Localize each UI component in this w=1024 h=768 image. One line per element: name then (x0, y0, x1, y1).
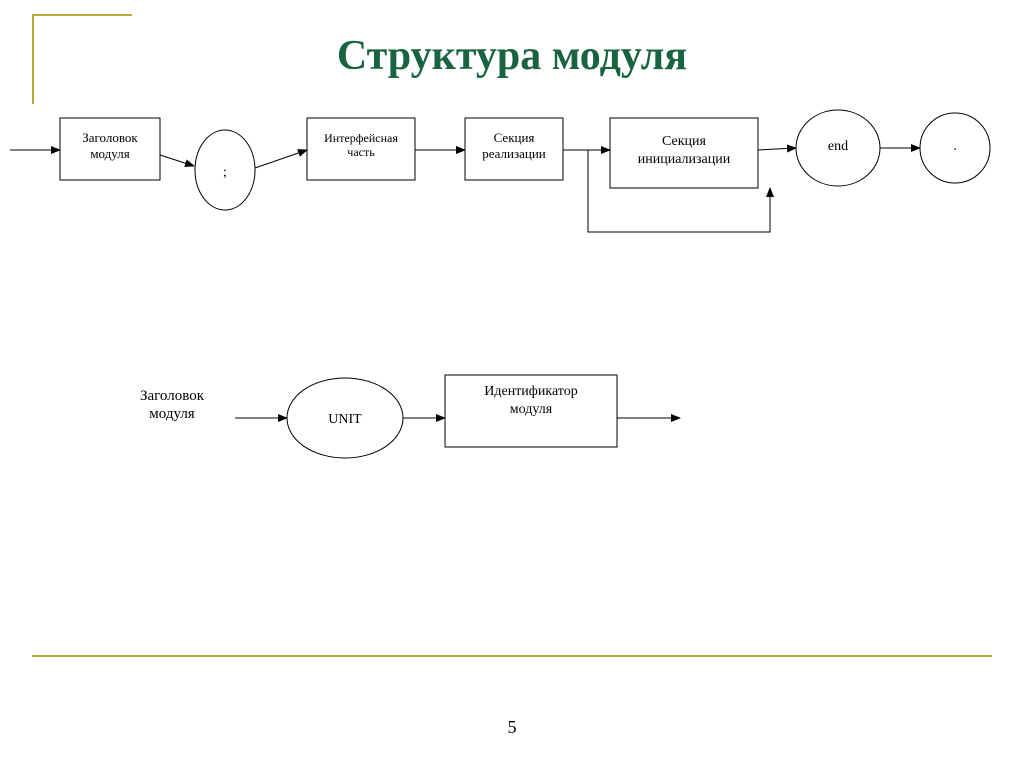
edge-n5-n6 (758, 148, 796, 150)
label-header-line1: Заголовок (140, 388, 205, 404)
page-number: 5 (0, 717, 1024, 738)
edge-n2-n3 (255, 150, 307, 168)
label-header-line2: модуля (149, 406, 195, 422)
diagram-svg: Заголовок модуля ; Интерфейсная часть Се… (0, 0, 1024, 768)
node-interface-line1: Интерфейсная (324, 131, 398, 145)
node-init-line1: Секция (662, 134, 707, 149)
node-semicolon-label: ; (223, 165, 227, 180)
node-dot-label: . (953, 139, 957, 154)
node-header-module-line2: модуля (90, 146, 129, 161)
node-header-module-line1: Заголовок (82, 130, 138, 145)
node-impl-line1: Секция (494, 130, 535, 145)
edge-n1-n2 (160, 155, 194, 166)
node-interface-line2: часть (347, 145, 375, 159)
node-impl-line2: реализации (482, 146, 546, 161)
node-unit-label: UNIT (328, 412, 362, 427)
node-identifier-line1: Идентификатор (484, 384, 578, 399)
node-init-line2: инициализации (638, 152, 731, 167)
node-identifier-line2: модуля (510, 402, 553, 417)
node-end-label: end (828, 139, 848, 154)
